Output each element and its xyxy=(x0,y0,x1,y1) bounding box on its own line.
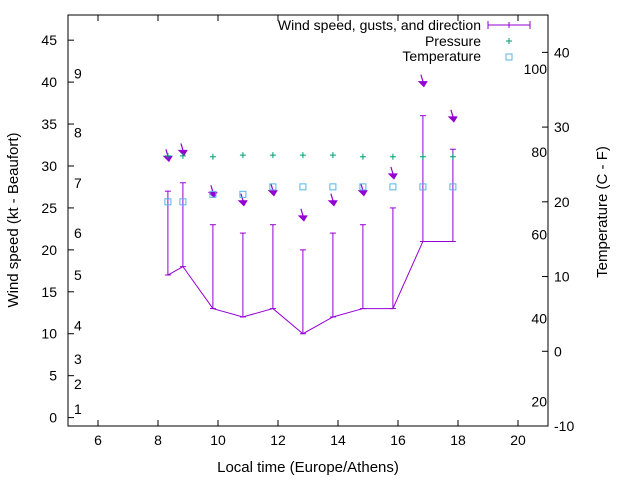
pressure-series xyxy=(164,152,456,160)
y-left-tick-label: 25 xyxy=(41,200,57,216)
fahrenheit-label: 100 xyxy=(524,61,548,77)
y-right-tick-label: 20 xyxy=(554,194,570,210)
temperature-series xyxy=(164,183,457,206)
y-left-axis-title: Wind speed (kt - Beaufort) xyxy=(5,132,22,307)
beaufort-label: 7 xyxy=(74,175,82,191)
axis-ticks xyxy=(68,15,548,427)
wind-direction-arrow-head xyxy=(387,173,398,180)
wind-direction-arrow-head xyxy=(267,190,278,197)
fahrenheit-label: 20 xyxy=(531,393,547,409)
legend-sample-temperature xyxy=(505,53,513,61)
wind-direction-arrow-head xyxy=(237,200,248,207)
temperature-point xyxy=(389,183,397,191)
beaufort-label: 4 xyxy=(74,317,82,333)
legend-label-wind: Wind speed, gusts, and direction xyxy=(278,17,481,33)
pressure-point xyxy=(269,152,276,159)
y-right-axis-title: Temperature (C - F) xyxy=(594,146,611,278)
y-left-tick-label: 40 xyxy=(41,74,57,90)
x-tick-label: 8 xyxy=(154,432,162,448)
y-right-tick-label: 10 xyxy=(554,269,570,285)
wind-direction-arrow-head xyxy=(447,116,458,123)
beaufort-label: 9 xyxy=(74,66,82,82)
temperature-point xyxy=(449,183,457,191)
y-right-tick-labels: -10 0 10 20 30 40 xyxy=(554,44,574,434)
temperature-point xyxy=(179,198,187,206)
y-left-tick-label: 15 xyxy=(41,284,57,300)
beaufort-label: 3 xyxy=(74,351,82,367)
beaufort-label: 8 xyxy=(74,124,82,140)
temperature-point xyxy=(164,198,172,206)
legend-label-pressure: Pressure xyxy=(425,33,481,49)
fahrenheit-label: 40 xyxy=(531,310,547,326)
pressure-point xyxy=(389,153,396,160)
temperature-point xyxy=(209,190,217,198)
wind-direction-arrow-head xyxy=(297,215,308,222)
y-left-tick-label: 5 xyxy=(49,368,57,384)
fahrenheit-labels: 20 40 60 80 100 xyxy=(524,61,548,410)
pressure-point xyxy=(419,153,426,160)
x-tick-label: 18 xyxy=(450,432,466,448)
temperature-point xyxy=(329,183,337,191)
pressure-point xyxy=(329,152,336,159)
y-left-tick-label: 30 xyxy=(41,158,57,174)
y-left-tick-label: 35 xyxy=(41,116,57,132)
pressure-point xyxy=(449,153,456,160)
beaufort-label: 2 xyxy=(74,376,82,392)
y-right-tick-label: -10 xyxy=(554,418,574,434)
beaufort-label: 1 xyxy=(74,401,82,417)
beaufort-labels: 1 2 3 4 5 6 7 8 9 xyxy=(74,66,82,418)
legend-label-temperature: Temperature xyxy=(402,48,481,64)
x-tick-label: 6 xyxy=(94,432,102,448)
wind-speed-line xyxy=(167,240,453,335)
x-tick-label: 20 xyxy=(510,432,526,448)
x-tick-label: 12 xyxy=(270,432,286,448)
temperature-point xyxy=(239,190,247,198)
temperature-point xyxy=(269,183,277,191)
x-tick-labels: 6 8 10 12 14 16 18 20 xyxy=(94,432,526,448)
wind-series xyxy=(162,74,458,335)
plot-border xyxy=(67,14,549,427)
pressure-point xyxy=(164,152,171,159)
plot-frame xyxy=(67,14,549,427)
legend: Wind speed, gusts, and direction Pressur… xyxy=(278,17,531,64)
wind-direction-arrow-head xyxy=(327,200,338,207)
pressure-point xyxy=(299,152,306,159)
x-tick-label: 10 xyxy=(210,432,226,448)
y-left-tick-label: 45 xyxy=(41,32,57,48)
pressure-point xyxy=(359,153,366,160)
temperature-point xyxy=(359,183,367,191)
pressure-point xyxy=(239,152,246,159)
x-tick-label: 16 xyxy=(390,432,406,448)
pressure-point xyxy=(209,153,216,160)
y-left-tick-label: 20 xyxy=(41,242,57,258)
fahrenheit-label: 60 xyxy=(531,227,547,243)
temperature-point xyxy=(299,183,307,191)
y-left-tick-label: 0 xyxy=(49,410,57,426)
wind-direction-arrow-head xyxy=(177,149,188,157)
wind-direction-arrow-head xyxy=(357,190,368,197)
y-right-tick-label: 40 xyxy=(554,44,570,60)
y-left-tick-labels: 0 5 10 15 20 25 30 35 40 45 xyxy=(41,32,57,425)
beaufort-label: 6 xyxy=(74,225,82,241)
wind-direction-arrow-head xyxy=(417,81,428,88)
y-right-tick-label: 30 xyxy=(554,119,570,135)
y-right-tick-label: 0 xyxy=(554,343,562,359)
x-tick-label: 14 xyxy=(330,432,346,448)
y-left-tick-label: 10 xyxy=(41,326,57,342)
temperature-point xyxy=(419,183,427,191)
legend-sample-pressure xyxy=(506,38,512,44)
beaufort-label: 5 xyxy=(74,267,82,283)
pressure-point xyxy=(179,152,186,159)
x-axis-title: Local time (Europe/Athens) xyxy=(217,459,399,476)
fahrenheit-label: 80 xyxy=(531,144,547,160)
